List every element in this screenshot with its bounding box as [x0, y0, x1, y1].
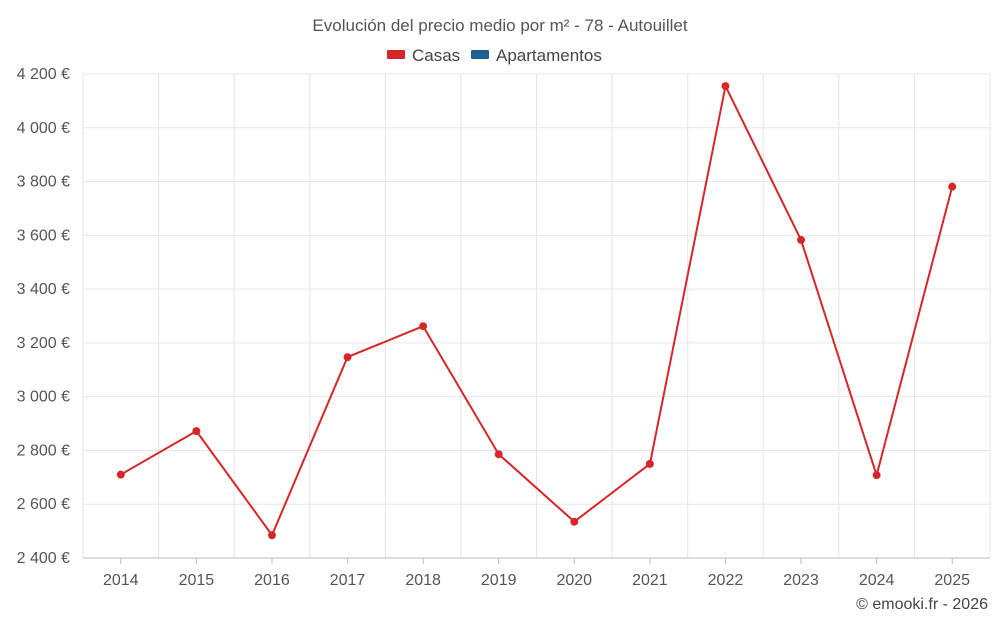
- x-tick-label: 2018: [405, 572, 441, 589]
- y-tick-label: 3 600 €: [17, 227, 70, 244]
- data-point[interactable]: [570, 517, 579, 526]
- series-casas: [116, 82, 957, 540]
- chart-title: Evolución del precio medio por m² - 78 -…: [312, 16, 687, 35]
- y-tick-label: 2 600 €: [17, 496, 70, 513]
- x-axis-ticks: 2014 2015 2016 2017 2018 2019 2020 2021 2022 2023…: [103, 572, 970, 589]
- y-tick-label: 2 800 €: [17, 442, 70, 459]
- x-tick-label: 2024: [859, 572, 895, 589]
- data-point[interactable]: [645, 459, 654, 468]
- y-tick-label: 4 000 €: [17, 120, 70, 137]
- y-tick-label: 3 800 €: [17, 174, 70, 191]
- data-point[interactable]: [948, 182, 957, 191]
- legend-label-apartamentos: Apartamentos: [496, 46, 602, 65]
- data-point[interactable]: [343, 353, 352, 362]
- axes: [83, 557, 990, 564]
- legend-item-casas[interactable]: Casas: [387, 46, 460, 65]
- x-tick-label: 2023: [783, 572, 819, 589]
- x-tick-label: 2020: [556, 572, 592, 589]
- x-tick-label: 2021: [632, 572, 668, 589]
- y-tick-label: 3 400 €: [17, 281, 70, 298]
- x-tick-label: 2022: [708, 572, 744, 589]
- x-tick-label: 2017: [330, 572, 366, 589]
- credit-text: © emooki.fr - 2026: [856, 596, 988, 613]
- data-point[interactable]: [267, 531, 276, 540]
- x-tick-label: 2015: [179, 572, 215, 589]
- data-point[interactable]: [419, 322, 428, 331]
- data-point[interactable]: [192, 427, 201, 436]
- series-line-casas: [120, 85, 954, 537]
- legend: Casas Apartamentos: [387, 46, 602, 65]
- legend-swatch-casas: [387, 50, 405, 59]
- x-tick-label: 2025: [934, 572, 970, 589]
- data-point[interactable]: [494, 450, 503, 459]
- legend-swatch-apartamentos: [471, 50, 489, 59]
- x-tick-label: 2019: [481, 572, 517, 589]
- x-tick-label: 2016: [254, 572, 290, 589]
- legend-label-casas: Casas: [412, 46, 460, 65]
- y-tick-label: 4 200 €: [17, 66, 70, 83]
- x-tick-label: 2014: [103, 572, 139, 589]
- y-axis-ticks: 2 400 € 2 600 € 2 800 € 3 000 € 3 200 € 3 400…: [17, 66, 70, 567]
- y-tick-label: 3 000 €: [17, 389, 70, 406]
- data-point[interactable]: [721, 82, 730, 91]
- grid: [82, 73, 991, 558]
- data-point[interactable]: [797, 235, 806, 244]
- y-tick-label: 2 400 €: [17, 550, 70, 567]
- data-point[interactable]: [872, 471, 881, 480]
- y-tick-label: 3 200 €: [17, 335, 70, 352]
- legend-item-apartamentos[interactable]: Apartamentos: [471, 46, 602, 65]
- data-point[interactable]: [116, 470, 125, 479]
